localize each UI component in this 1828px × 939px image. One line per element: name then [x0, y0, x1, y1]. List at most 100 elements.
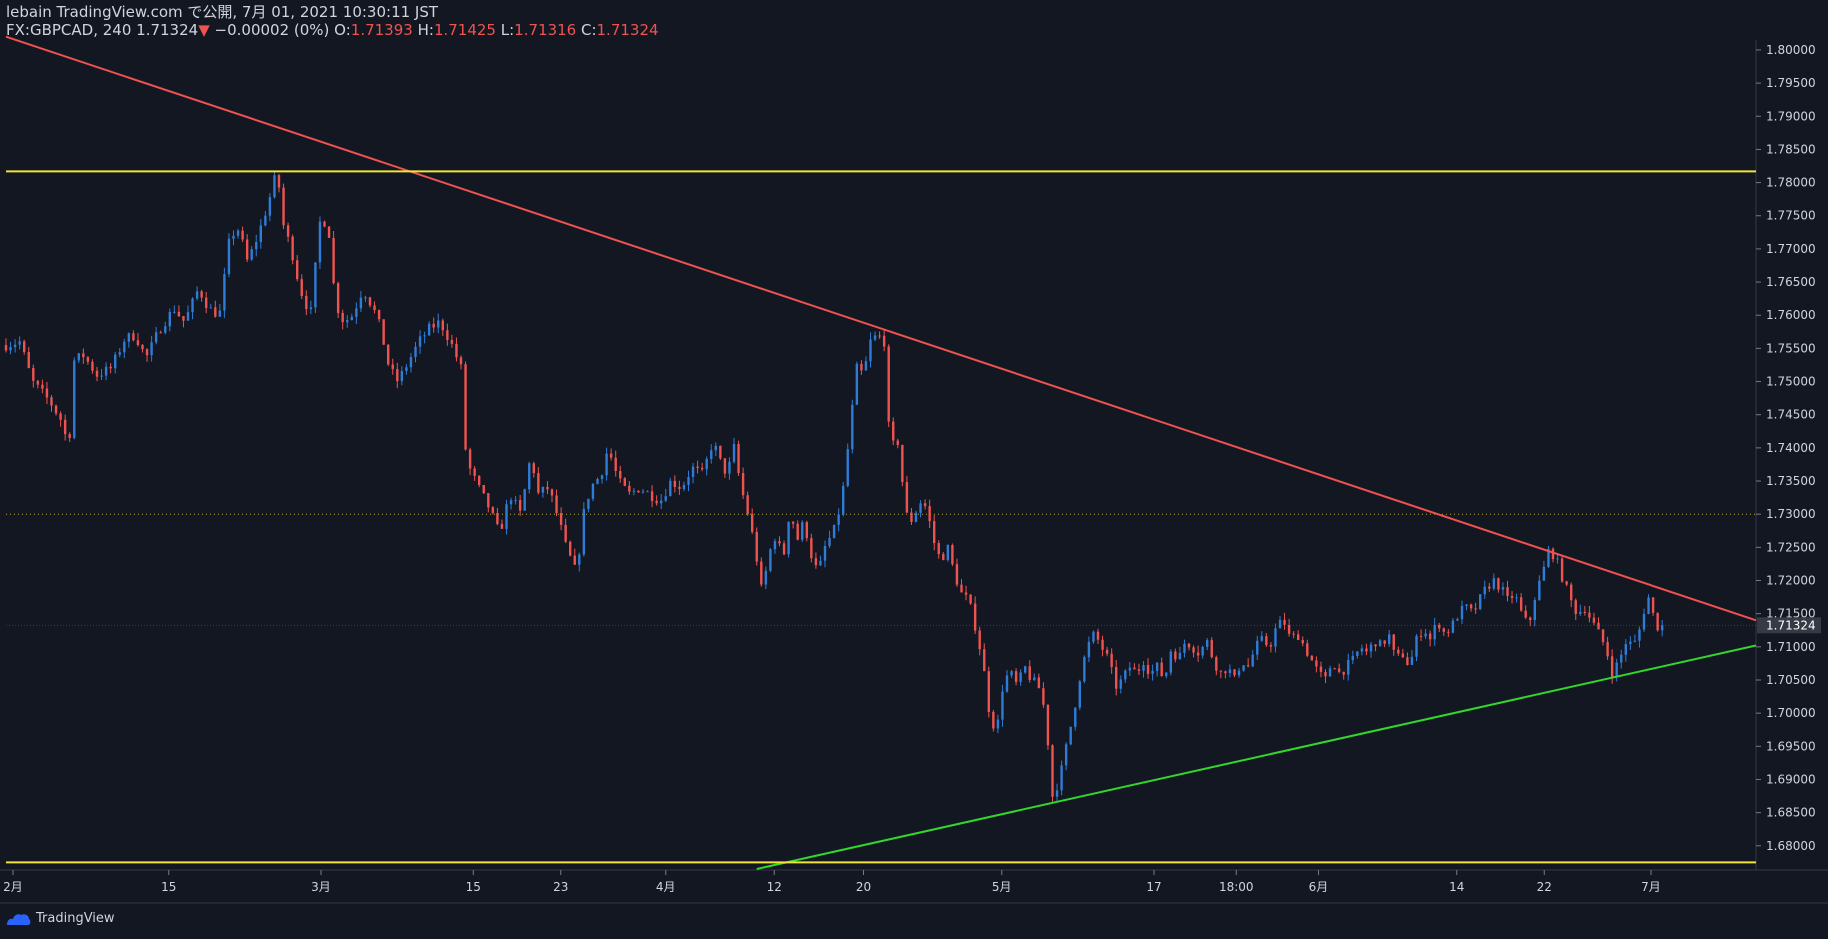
candle-body [350, 316, 353, 321]
candle-body [1506, 587, 1509, 597]
candle-body [1155, 662, 1159, 671]
candle-body [873, 335, 877, 340]
symbol-label: FX:GBPCAD, 240 [6, 21, 132, 39]
candle-body [782, 543, 786, 555]
candle-body [764, 570, 768, 585]
candle-body [300, 279, 303, 296]
candle-body [1060, 765, 1063, 791]
candle-body [1333, 668, 1336, 670]
chart-gridlines [0, 40, 1828, 904]
candle-body [1019, 672, 1022, 682]
candle-body [95, 370, 99, 377]
candle-body [1638, 629, 1641, 641]
tradingview-logo-icon [7, 913, 31, 925]
last-price-tag-label: 1.71324 [1766, 618, 1816, 632]
candle-body [195, 291, 199, 299]
candle-body [1310, 655, 1314, 661]
last-price: 1.71324 [136, 21, 199, 39]
candle-body [1588, 612, 1591, 618]
candle-body [1105, 649, 1109, 654]
candle-body [700, 467, 704, 470]
candle-body [1465, 604, 1468, 606]
candle-body [1010, 671, 1013, 676]
candle-body [650, 491, 654, 501]
candle-body [1615, 662, 1618, 678]
price-tick-label: 1.77500 [1766, 209, 1816, 223]
candle-body [832, 524, 836, 538]
candle-body [1169, 651, 1172, 673]
price-axis[interactable]: 1.68000 1.68500 1.69000 1.69500 1.70000 1.705… [1756, 43, 1821, 853]
candle-body [901, 444, 904, 483]
candle-body [491, 507, 495, 514]
footer-brand[interactable]: TradingView [6, 911, 115, 926]
candle-body [273, 175, 276, 198]
candle-body [1165, 672, 1168, 677]
support-trendline [756, 644, 1757, 870]
candle-body [1292, 633, 1295, 635]
candle-body [450, 339, 454, 344]
candle-body [73, 360, 76, 438]
candle-body [1592, 617, 1596, 623]
candle-body [309, 307, 313, 310]
trendlines[interactable] [5, 35, 1757, 870]
candle-body [1174, 651, 1177, 660]
candle-body [1392, 634, 1395, 650]
candle-body [933, 521, 936, 544]
candle-body [1042, 688, 1045, 705]
candle-body [846, 449, 849, 486]
candle-body [1610, 656, 1614, 678]
candle-body [114, 354, 117, 369]
candle-body [346, 320, 349, 323]
price-tick-label: 1.71500 [1766, 607, 1816, 621]
candle-body [864, 361, 868, 371]
candle-body [437, 320, 440, 328]
time-tick-label: 7月 [1641, 880, 1661, 894]
candle-body [245, 239, 249, 260]
candle-body [500, 524, 504, 529]
candle-body [336, 283, 340, 314]
candle-body [600, 475, 604, 480]
candle-body [1620, 654, 1623, 663]
candle-body [59, 413, 62, 420]
candle-body [341, 313, 344, 323]
candle-body [1410, 656, 1414, 665]
candle-body [1474, 608, 1477, 610]
candle-body [50, 397, 53, 406]
candle-body [1583, 611, 1587, 613]
candle-body [746, 495, 749, 515]
price-tick-label: 1.80000 [1766, 43, 1816, 57]
candle-body [314, 262, 317, 308]
candle-body [518, 500, 522, 511]
candle-body [796, 523, 799, 540]
candle-body [1269, 645, 1273, 647]
candle-body [1096, 631, 1100, 640]
candle-body [1606, 641, 1609, 657]
candle-body [1501, 587, 1505, 590]
candle-body [1519, 597, 1523, 611]
time-axis[interactable]: 2月 15 3月 15 23 4月 12 20 5月 17 18:00 6月 14 22 7月 [3, 870, 1661, 894]
price-tick-label: 1.68500 [1766, 806, 1816, 820]
candle-body [1342, 671, 1345, 675]
candle-body [1092, 631, 1095, 642]
candle-body [414, 346, 417, 358]
candle-body [1347, 660, 1350, 675]
candle-body [1233, 669, 1236, 676]
candle-body [992, 711, 995, 729]
candle-body [459, 357, 463, 365]
candle-body [660, 500, 663, 504]
candle-body [191, 298, 194, 313]
candle-body [1374, 644, 1377, 647]
ohlc-line: FX:GBPCAD, 240 1.71324▼ −0.00002 (0%) O:… [6, 21, 659, 39]
candle-body [250, 249, 253, 260]
candle-body [118, 352, 121, 355]
candle-body [1110, 653, 1113, 668]
candle-body [960, 584, 963, 593]
candle-body [13, 344, 17, 348]
close-value: 1.71324 [596, 21, 659, 39]
candle-body [869, 339, 872, 362]
candle-body [54, 405, 58, 414]
candle-body [1260, 636, 1263, 641]
candle-body [1656, 612, 1659, 631]
price-tick-label: 1.69000 [1766, 772, 1816, 786]
